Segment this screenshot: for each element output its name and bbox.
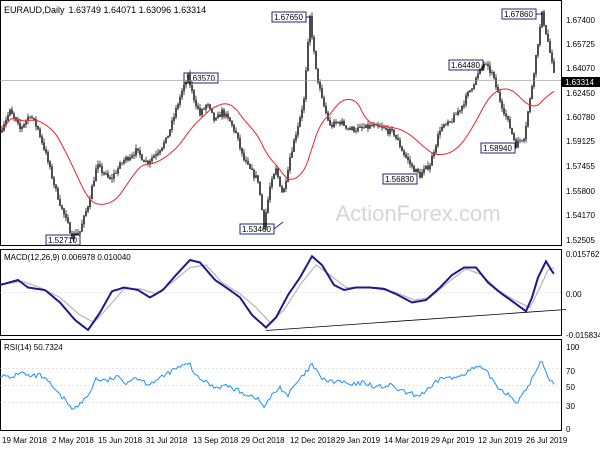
price-tick-label: 1.64070 [566,64,595,73]
x-tick-label: 31 Jul 2018 [146,436,188,445]
ohlc-values: 1.63749 1.64071 1.63096 1.63314 [69,5,207,15]
rsi-tick-label: 100 [566,343,580,352]
price-tick-label: 1.54170 [566,211,595,220]
x-tick-label: 2 May 2018 [52,436,94,445]
callout-label: 1.53460 [242,225,271,234]
price-tick-label: 1.60780 [566,113,595,122]
macd-trendline [265,309,567,331]
callout-label: 1.52710 [48,236,77,245]
x-tick-label: 13 Sep 2018 [193,436,239,445]
x-tick-label: 29 Oct 2018 [241,436,285,445]
callout-box [382,173,418,185]
macd-title: MACD(12,26,9) 0.006978 0.010040 [4,253,131,262]
x-tick-label: 29 Apr 2019 [431,436,475,445]
callout-leader [273,221,284,230]
callout-box [480,142,516,154]
rsi-tick-label: 0 [566,425,571,434]
watermark: ActionForex.com [335,201,500,226]
candlestick-series [1,9,555,242]
price-tick-label: 1.67400 [566,16,595,25]
x-tick-label: 29 Jan 2019 [336,436,381,445]
price-tick-label: 1.57455 [566,162,595,171]
x-tick-label: 19 Mar 2018 [2,436,47,445]
price-callouts: 1.52710 1.63570 1.53460 1.67650 1.56830 … [45,8,542,246]
x-tick-label: 26 Jul 2019 [526,436,568,445]
symbol-label: EURAUD,Daily [4,5,65,15]
callout-label: 1.67860 [504,10,533,19]
callout-box [448,59,484,71]
callout-label: 1.64480 [451,61,480,70]
last-price-label: 1.63314 [565,78,594,87]
x-axis: 19 Mar 2018 2 May 2018 15 Jun 2018 31 Ju… [2,436,568,445]
callout-box [45,234,81,246]
x-tick-label: 12 Jun 2019 [478,436,523,445]
last-price-tag [562,77,600,87]
callout-box [183,72,219,84]
rsi-title: RSI(14) 50.7324 [4,343,63,352]
macd-line [0,254,555,332]
macd-tick-label: -0.015834 [566,331,600,340]
moving-average-line [1,88,555,205]
rsi-tick-label: 30 [566,402,575,411]
rsi-panel-frame [0,339,562,431]
price-axis: 1.67400 1.65725 1.64070 1.62450 1.60780 … [566,16,595,245]
callout-label: 1.67650 [274,13,303,22]
x-tick-label: 15 Jun 2018 [98,436,143,445]
price-tick-label: 1.65725 [566,40,595,49]
callout-label: 1.63570 [186,74,215,83]
callout-label: 1.56830 [385,175,414,184]
rsi-line [0,361,555,411]
rsi-tick-label: 50 [566,383,575,392]
macd-tick-label: 0.015762 [566,250,600,259]
macd-tick-label: 0.00 [566,290,582,299]
price-tick-label: 1.59125 [566,137,595,146]
x-tick-label: 14 Mar 2019 [384,436,429,445]
rsi-tick-label: 70 [566,367,575,376]
rsi-level-lines [0,368,561,403]
x-tick-label: 12 Dec 2018 [290,436,336,445]
price-tick-label: 1.62450 [566,89,595,98]
price-tick-label: 1.55800 [566,187,595,196]
price-header: EURAUD,Daily 1.63749 1.64071 1.63096 1.63… [4,5,206,15]
rsi-axis: 100 70 50 30 0 [566,343,580,434]
callout-label: 1.58940 [483,144,512,153]
price-panel-frame [0,0,562,246]
price-tick-label: 1.52505 [566,236,595,245]
macd-axis: 0.015762 0.00 -0.015834 [566,250,600,340]
